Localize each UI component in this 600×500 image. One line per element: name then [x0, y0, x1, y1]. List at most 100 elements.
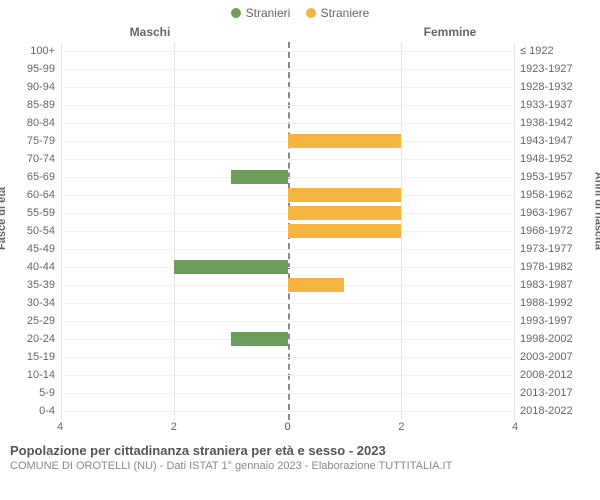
row-gridline: [61, 51, 514, 52]
pyramid-row: 50-541968-1972: [61, 222, 514, 240]
row-gridline: [61, 69, 514, 70]
birth-year-label: 2018-2022: [520, 405, 586, 417]
title-right: Femmine: [300, 25, 600, 39]
pyramid-row: 65-691953-1957: [61, 168, 514, 186]
birth-year-label: 1933-1937: [520, 99, 586, 111]
legend-label-female: Straniere: [321, 6, 370, 20]
age-label: 75-79: [11, 135, 55, 147]
pyramid-row: 60-641958-1962: [61, 186, 514, 204]
pyramid-row: 55-591963-1967: [61, 204, 514, 222]
row-gridline: [61, 249, 514, 250]
pyramid-row: 80-841938-1942: [61, 114, 514, 132]
plot-area: 100+≤ 192295-991923-192790-941928-193285…: [60, 41, 515, 421]
pyramid-row: 0-42018-2022: [61, 402, 514, 420]
x-tick-label: 0: [284, 421, 290, 433]
age-label: 30-34: [11, 297, 55, 309]
bar-female: [288, 224, 401, 238]
x-tick-label: 2: [398, 421, 404, 433]
age-label: 70-74: [11, 153, 55, 165]
x-tick-label: 4: [57, 421, 63, 433]
row-gridline: [61, 177, 514, 178]
pyramid-row: 85-891933-1937: [61, 96, 514, 114]
age-label: 80-84: [11, 117, 55, 129]
birth-year-label: 1928-1932: [520, 81, 586, 93]
pyramid-row: 45-491973-1977: [61, 240, 514, 258]
row-gridline: [61, 105, 514, 106]
pyramid-row: 70-741948-1952: [61, 150, 514, 168]
row-gridline: [61, 303, 514, 304]
pyramid-row: 90-941928-1932: [61, 78, 514, 96]
birth-year-label: 1978-1982: [520, 261, 586, 273]
legend: Stranieri Straniere: [0, 0, 600, 21]
age-label: 55-59: [11, 207, 55, 219]
birth-year-label: 1923-1927: [520, 63, 586, 75]
row-gridline: [61, 87, 514, 88]
age-label: 90-94: [11, 81, 55, 93]
age-label: 85-89: [11, 99, 55, 111]
pyramid-row: 75-791943-1947: [61, 132, 514, 150]
pyramid-row: 20-241998-2002: [61, 330, 514, 348]
bar-female: [288, 188, 401, 202]
pyramid-row: 10-142008-2012: [61, 366, 514, 384]
birth-year-label: 1943-1947: [520, 135, 586, 147]
age-label: 35-39: [11, 279, 55, 291]
age-label: 60-64: [11, 189, 55, 201]
x-tick-label: 4: [512, 421, 518, 433]
birth-year-label: 1988-1992: [520, 297, 586, 309]
pyramid-row: 100+≤ 1922: [61, 42, 514, 60]
chart-footer: Popolazione per cittadinanza straniera p…: [0, 437, 600, 472]
chart-container: Stranieri Straniere Maschi Femmine Fasce…: [0, 0, 600, 500]
pyramid-row: 5-92013-2017: [61, 384, 514, 402]
bar-female: [288, 278, 345, 292]
birth-year-label: 1993-1997: [520, 315, 586, 327]
row-gridline: [61, 123, 514, 124]
bar-male: [231, 332, 288, 346]
birth-year-label: 1938-1942: [520, 117, 586, 129]
age-label: 50-54: [11, 225, 55, 237]
age-label: 65-69: [11, 171, 55, 183]
birth-year-label: 2008-2012: [520, 369, 586, 381]
bar-male: [231, 170, 288, 184]
birth-year-label: 1983-1987: [520, 279, 586, 291]
chart-subtitle: COMUNE DI OROTELLI (NU) - Dati ISTAT 1° …: [10, 460, 590, 472]
legend-swatch-male: [231, 8, 241, 18]
x-tick-label: 2: [171, 421, 177, 433]
row-gridline: [61, 357, 514, 358]
age-label: 40-44: [11, 261, 55, 273]
birth-year-label: 1948-1952: [520, 153, 586, 165]
age-label: 15-19: [11, 351, 55, 363]
birth-year-label: 1953-1957: [520, 171, 586, 183]
legend-item-male: Stranieri: [231, 6, 291, 20]
row-gridline: [61, 159, 514, 160]
age-label: 5-9: [11, 387, 55, 399]
bar-female: [288, 134, 401, 148]
row-gridline: [61, 321, 514, 322]
age-label: 100+: [11, 45, 55, 57]
title-left: Maschi: [0, 25, 300, 39]
age-label: 20-24: [11, 333, 55, 345]
birth-year-label: 1973-1977: [520, 243, 586, 255]
age-label: 0-4: [11, 405, 55, 417]
birth-year-label: ≤ 1922: [520, 45, 586, 57]
pyramid-row: 15-192003-2007: [61, 348, 514, 366]
age-label: 45-49: [11, 243, 55, 255]
birth-year-label: 1958-1962: [520, 189, 586, 201]
age-label: 25-29: [11, 315, 55, 327]
pyramid-row: 25-291993-1997: [61, 312, 514, 330]
legend-label-male: Stranieri: [246, 6, 291, 20]
pyramid-row: 40-441978-1982: [61, 258, 514, 276]
row-gridline: [61, 411, 514, 412]
pyramid-row: 95-991923-1927: [61, 60, 514, 78]
birth-year-label: 1968-1972: [520, 225, 586, 237]
bar-female: [288, 206, 401, 220]
age-label: 95-99: [11, 63, 55, 75]
row-gridline: [61, 393, 514, 394]
row-gridline: [61, 267, 514, 268]
row-gridline: [61, 375, 514, 376]
row-gridline: [61, 339, 514, 340]
gridline: [514, 42, 515, 420]
chart-title: Popolazione per cittadinanza straniera p…: [10, 443, 590, 458]
x-axis-labels: 420024: [60, 421, 515, 437]
bar-male: [174, 260, 287, 274]
age-label: 10-14: [11, 369, 55, 381]
